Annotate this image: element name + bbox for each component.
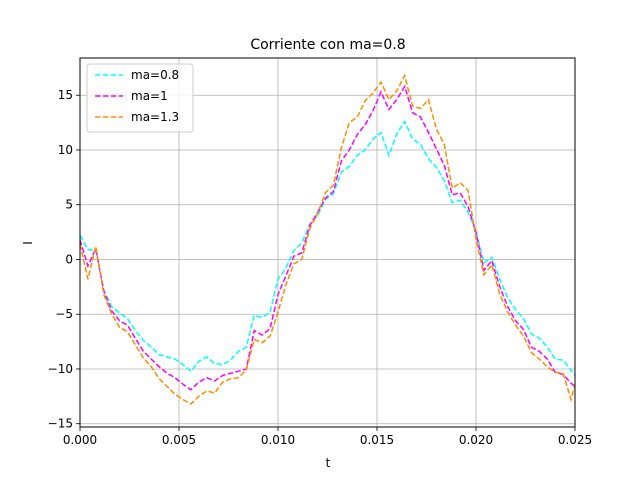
x-axis-label: t [326, 456, 331, 470]
plot-frame [79, 57, 576, 428]
y-tick-label: 5 [65, 198, 73, 212]
legend-label: ma=1 [131, 89, 168, 103]
legend-label: ma=0.8 [131, 68, 179, 82]
y-tick-label: 10 [58, 143, 73, 157]
legend-box [86, 63, 194, 133]
y-tick-label: −15 [48, 417, 73, 431]
series-line-1 [79, 84, 576, 391]
chart-title: Corriente con ma=0.8 [250, 37, 405, 53]
series-line-0 [79, 119, 576, 376]
legend-label: ma=1.3 [131, 110, 179, 124]
y-tick-label: 15 [58, 88, 73, 102]
legend: ma=0.8 ma=1 ma=1.3 [86, 63, 194, 133]
series-lines [79, 73, 576, 405]
x-tick-label: 0.005 [162, 433, 196, 447]
y-tick-label: 0 [65, 252, 73, 266]
axis-ticks: 0.000 0.005 0.010 0.015 0.020 0.025 −15 −10 −5 0 5… [48, 88, 593, 447]
x-tick-label: 0.015 [360, 433, 394, 447]
x-tick-label: 0.000 [63, 433, 97, 447]
x-tick-label: 0.025 [558, 433, 592, 447]
y-axis-label: I [21, 241, 35, 245]
y-tick-label: −10 [48, 362, 73, 376]
legend-items: ma=0.8 ma=1 ma=1.3 [95, 68, 179, 124]
x-tick-label: 0.020 [459, 433, 493, 447]
x-tick-label: 0.010 [261, 433, 295, 447]
y-tick-label: −5 [55, 307, 73, 321]
